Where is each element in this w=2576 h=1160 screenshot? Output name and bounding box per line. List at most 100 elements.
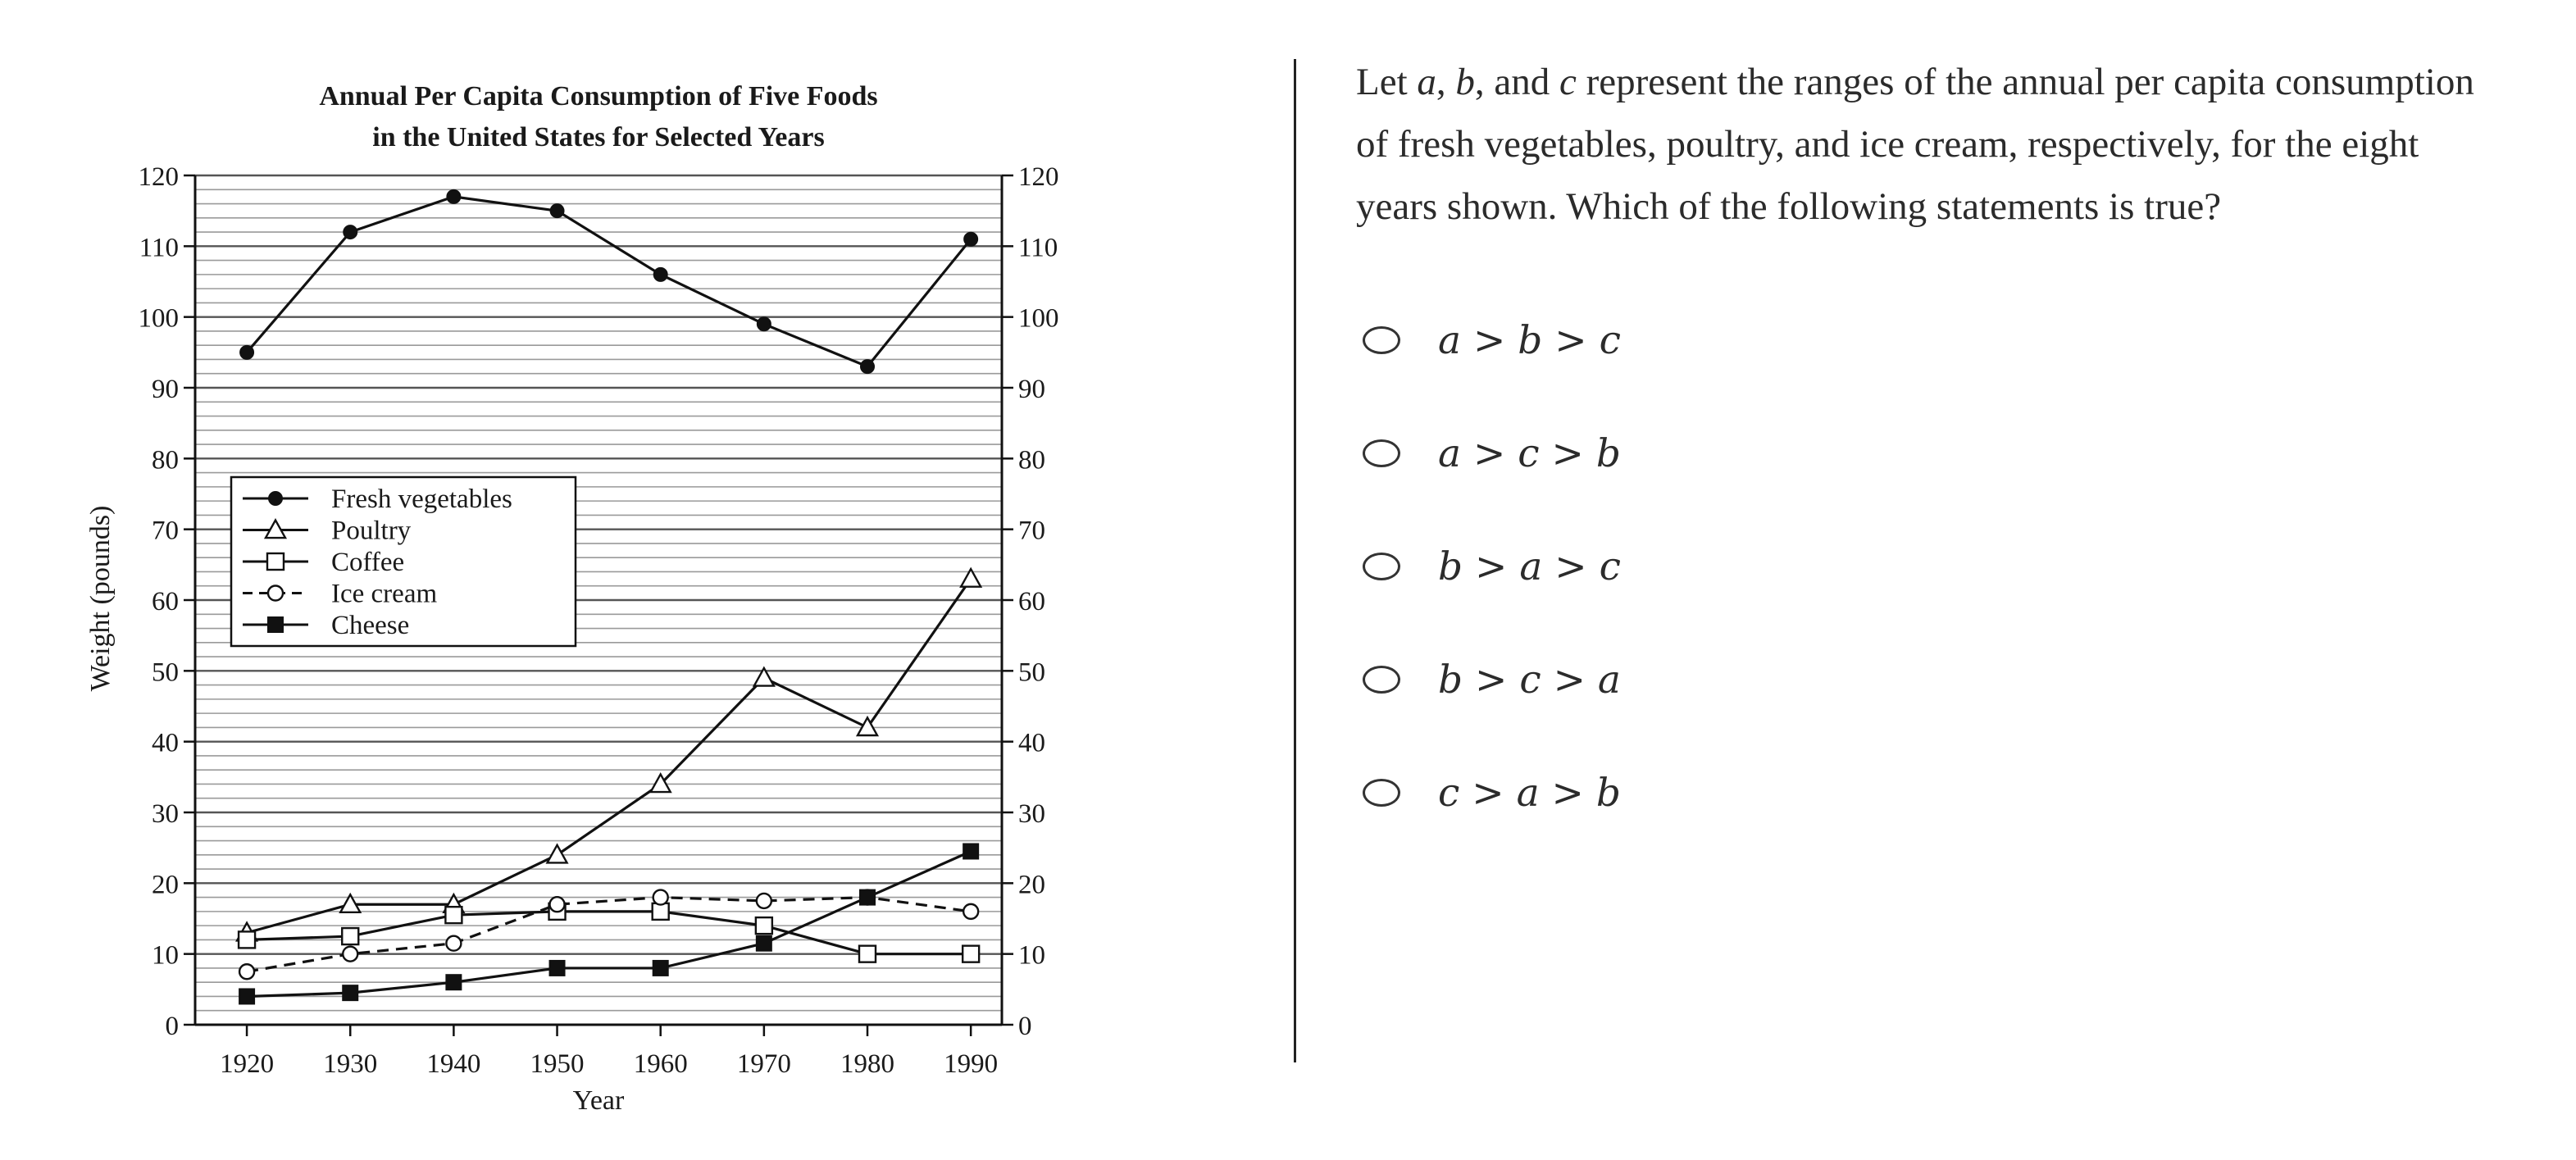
x-tick-label: 1930 [323,1049,377,1079]
answer-option-label: c > a > b [1438,770,1621,816]
y-tick-label-left: 30 [152,799,179,829]
data-point-cheese [963,843,980,860]
data-point-ice-cream [755,892,773,910]
series-fresh-vegetables [239,189,979,375]
series-line-fresh-vegetables [245,195,972,369]
chart-title: Annual Per Capita Consumption of Five Fo… [319,81,877,111]
y-tick-label-left: 60 [152,587,179,616]
variable-a: a [1417,61,1436,103]
data-point-fresh-vegetables [756,316,771,332]
data-point-poultry [959,566,983,588]
data-point-ice-cream [548,896,566,913]
y-tick-label-left: 50 [152,657,179,687]
radio-button-icon[interactable] [1363,553,1400,580]
x-tick-label: 1920 [220,1049,274,1079]
y-tick-label-left: 70 [152,516,179,546]
legend-marker-ice-cream [266,585,284,602]
question-sep-1: , [1436,61,1456,103]
y-tick-label-right: 100 [1018,304,1059,334]
chart-panel: Annual Per Capita Consumption of Five Fo… [85,81,1059,1116]
data-point-fresh-vegetables [343,225,358,240]
data-point-fresh-vegetables [963,231,979,247]
y-tick-label-right: 70 [1018,516,1045,546]
series-layer [235,189,983,1005]
question-text: Let a, b, and c represent the ranges of … [1356,51,2504,238]
data-point-fresh-vegetables [653,266,668,282]
data-point-ice-cream [238,963,256,980]
y-tick-label-left: 100 [139,304,180,334]
data-point-cheese [239,988,256,1005]
series-line-ice-cream [246,895,972,973]
x-tick-label: 1980 [840,1049,894,1079]
series-line-cheese [247,850,972,999]
y-tick-label-right: 60 [1018,587,1045,616]
y-tick-label-left: 120 [139,162,180,192]
data-point-coffee [651,902,670,921]
legend-label-fresh-vegetables: Fresh vegetables [331,484,512,514]
y-tick-label-left: 80 [152,445,179,475]
y-tick-label-left: 110 [139,233,179,262]
y-axis-label: Weight (pounds) [85,506,116,692]
legend-marker-coffee [266,552,285,571]
y-tick-label-right: 110 [1018,233,1058,262]
x-tick-label: 1990 [944,1049,998,1079]
question-lead: Let [1356,61,1418,103]
answer-option-label: a > c > b [1438,430,1621,476]
legend-label-coffee: Coffee [331,548,404,577]
question-panel: Let a, b, and c represent the ranges of … [1356,51,2504,862]
chart-subtitle: in the United States for Selected Years [372,122,824,152]
answer-options: a > b > c a > c > b b > a > c b > c > a … [1356,284,2504,849]
data-point-cheese [652,959,669,976]
answer-option-label: b > c > a [1438,657,1621,703]
question-sep-2: , and [1474,61,1560,103]
answer-option-1[interactable]: a > b > c [1356,284,2504,397]
radio-button-icon[interactable] [1363,326,1400,354]
y-tick-label-right: 50 [1018,657,1045,687]
legend-marker-cheese [267,616,284,633]
data-point-fresh-vegetables [239,344,255,360]
radio-button-icon[interactable] [1363,666,1400,694]
data-point-fresh-vegetables [446,189,462,204]
answer-option-label: b > a > c [1438,544,1621,589]
series-coffee [237,902,981,963]
y-tick-label-right: 30 [1018,799,1045,829]
y-tick-label-left: 10 [152,941,179,971]
answer-option-5[interactable]: c > a > b [1356,736,2504,849]
answer-option-label: a > b > c [1438,317,1621,363]
answer-option-2[interactable]: a > c > b [1356,397,2504,510]
series-line-poultry [246,578,972,935]
data-point-poultry [339,892,362,914]
radio-button-icon[interactable] [1363,439,1400,467]
data-point-cheese [859,889,876,906]
answer-option-4[interactable]: b > c > a [1356,623,2504,736]
legend-label-poultry: Poultry [331,516,412,546]
data-point-ice-cream [962,903,980,921]
data-point-coffee [961,944,981,963]
line-chart: Annual Per Capita Consumption of Five Fo… [85,81,1059,1116]
y-tick-label-right: 80 [1018,445,1045,475]
data-point-poultry [855,715,880,737]
data-point-coffee [858,944,877,963]
x-tick-label: 1960 [634,1049,688,1079]
series-cheese [239,843,980,1005]
data-point-ice-cream [445,935,462,952]
y-tick-label-right: 20 [1018,870,1045,899]
y-tick-label-right: 120 [1018,162,1059,192]
y-tick-label-right: 0 [1018,1012,1032,1041]
variable-b: b [1455,61,1475,103]
data-point-coffee [754,916,774,935]
y-tick-label-left: 20 [152,870,179,899]
data-point-coffee [444,905,463,925]
y-tick-label-right: 10 [1018,941,1045,971]
data-point-cheese [342,985,359,1002]
data-point-ice-cream [342,945,359,962]
axes: 0 0 10 10 20 20 30 30 40 40 50 50 60 60 70 70 80 80 90 90 10… [139,162,1059,1079]
radio-button-icon[interactable] [1363,779,1400,807]
answer-option-3[interactable]: b > a > c [1356,510,2504,623]
x-tick-label: 1940 [426,1049,480,1079]
data-point-poultry [545,843,569,864]
data-point-ice-cream [652,889,669,906]
series-line-coffee [247,910,972,956]
y-tick-label-right: 40 [1018,729,1045,758]
